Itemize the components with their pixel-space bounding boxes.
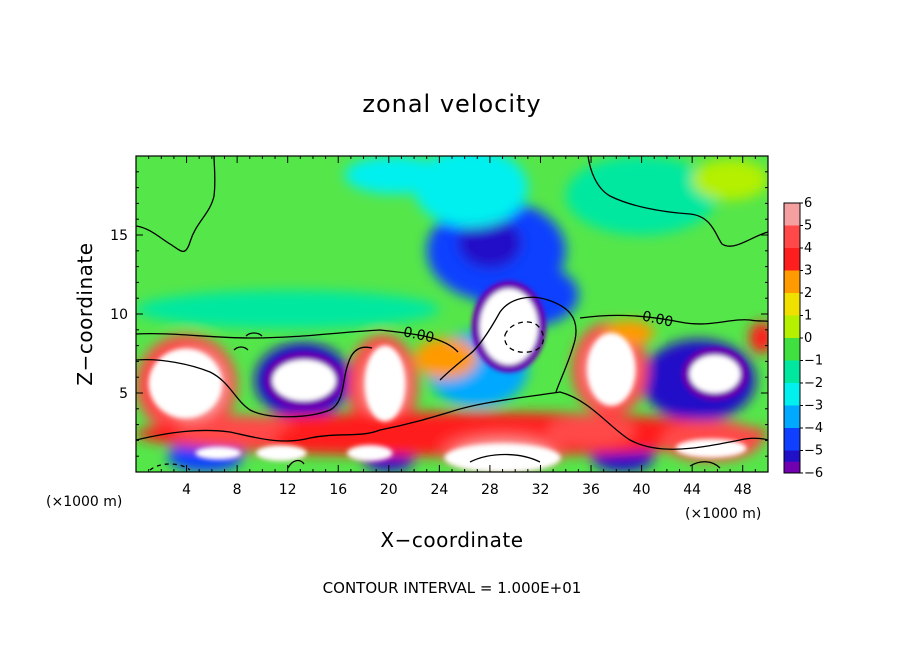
colorbar-label-11: −5: [804, 444, 823, 459]
small-contour-3: [287, 459, 305, 469]
x-tick-label-8: 36: [582, 482, 600, 498]
plot-area: 0.00 0.00: [136, 156, 768, 472]
dashed-contour-bottom-left: [149, 463, 191, 471]
x-tick-label-2: 12: [279, 482, 297, 498]
small-contour-1: [245, 332, 263, 337]
saturated-region-4: [675, 438, 747, 458]
x-tick-label-0: 4: [182, 482, 191, 498]
x-axis-ticks: 4 8 12 16 20 24 28 32 36 40 44 48: [148, 156, 769, 498]
x-unit-label-right: (×1000 m): [685, 506, 761, 522]
colorbar-label-7: −1: [804, 354, 823, 369]
saturated-region-9: [479, 288, 538, 365]
colorbar-swatch-bottom: [784, 461, 800, 473]
dashed-contour-center: [504, 321, 545, 353]
field-blob-23: [546, 415, 636, 447]
colorbar-swatch-4: [784, 293, 800, 316]
colorbar-swatch-6: [784, 338, 800, 361]
y-tick-label-1: 10: [110, 307, 128, 323]
x-unit-label-left: (×1000 m): [46, 494, 122, 510]
colorbar-label-8: −2: [804, 376, 823, 391]
field-blob-13: [344, 156, 446, 194]
colorbar-swatch-0: [784, 203, 800, 226]
colorbar-swatch-5: [784, 315, 800, 339]
colorbar-swatch-10: [784, 428, 800, 451]
x-tick-label-7: 32: [532, 482, 550, 498]
small-contour-4: [469, 453, 541, 463]
x-tick-label-9: 40: [633, 482, 651, 498]
saturated-region-7: [195, 446, 241, 460]
saturated-region-1: [364, 345, 406, 422]
zero-contour-upper-band: [136, 329, 459, 353]
colorbar-label-0: 6: [804, 196, 812, 211]
field-blob-8: [565, 156, 718, 235]
chart-title: zonal velocity: [362, 90, 541, 118]
colorbar-label-3: 3: [804, 264, 812, 279]
small-contour-2: [233, 346, 249, 351]
saturated-region-5: [256, 445, 307, 461]
zero-contour-loop-left: [136, 346, 373, 418]
small-contour-5: [689, 461, 721, 469]
y-axis-ticks: 5 10 15: [110, 171, 768, 457]
colorbar-swatch-2: [784, 248, 800, 271]
saturated-region-10: [689, 355, 741, 393]
y-axis-label: Z−coordinate: [73, 242, 97, 385]
colorbar-swatch-9: [784, 405, 800, 429]
saturated-region-3: [444, 443, 561, 472]
y-tick-label-0: 5: [119, 386, 128, 402]
contour-label-0: 0.00: [402, 324, 436, 346]
x-axis-label: X−coordinate: [380, 528, 523, 552]
x-tick-label-1: 8: [233, 482, 242, 498]
colorbar-label-6: 0: [804, 331, 812, 346]
colorbar-label-1: 5: [804, 219, 812, 234]
field-blob-4: [136, 290, 440, 329]
field-blob-29: [749, 321, 768, 354]
x-tick-label-4: 20: [380, 482, 398, 498]
contour-interval-footer: CONTOUR INTERVAL = 1.000E+01: [323, 579, 582, 597]
saturated-region-8: [272, 359, 336, 401]
field-blob-22: [275, 423, 377, 452]
saturated-region-6: [347, 445, 393, 461]
field-blob-1: [458, 217, 522, 269]
zero-contour-top-right: [587, 156, 768, 247]
field-blob-21: [173, 415, 301, 447]
colorbar-label-9: −3: [804, 399, 823, 414]
y-tick-label-2: 15: [110, 228, 128, 244]
x-tick-label-10: 44: [683, 482, 701, 498]
contour-labels: 0.00 0.00: [402, 309, 675, 347]
zero-contour-loop-mid: [439, 296, 577, 393]
contour-label-1: 0.00: [641, 309, 675, 331]
x-tick-label-3: 16: [329, 482, 347, 498]
saturated-layer: [148, 280, 749, 472]
x-tick-label-6: 28: [481, 482, 499, 498]
zero-contour-lower-band: [136, 391, 768, 450]
field-blob-27: [414, 337, 478, 379]
colorbar-label-2: 4: [804, 241, 812, 256]
zero-contour-mid-right: [579, 314, 768, 325]
field-blob-12: [692, 159, 768, 201]
colorbar-swatch-3: [784, 270, 800, 294]
zero-contour-top-left: [136, 156, 216, 252]
colorbar-swatch-7: [784, 360, 800, 384]
contour-lines: [136, 156, 768, 471]
colorbar-label-12: −6: [804, 466, 823, 481]
colorbar-swatch-1: [784, 225, 800, 249]
x-tick-label-11: 48: [734, 482, 752, 498]
colorbar-label-5: 1: [804, 309, 812, 324]
saturated-region-2: [587, 332, 636, 406]
saturated-region-0: [148, 348, 222, 419]
colorbar-label-10: −4: [804, 421, 823, 436]
colorbar-swatch-8: [784, 383, 800, 406]
colorbar-label-4: 2: [804, 286, 812, 301]
x-tick-label-5: 24: [430, 482, 448, 498]
colorbar: 6 5 4 3 2 1 0 −1 −2 −3 −4 −5 −6: [783, 196, 823, 481]
